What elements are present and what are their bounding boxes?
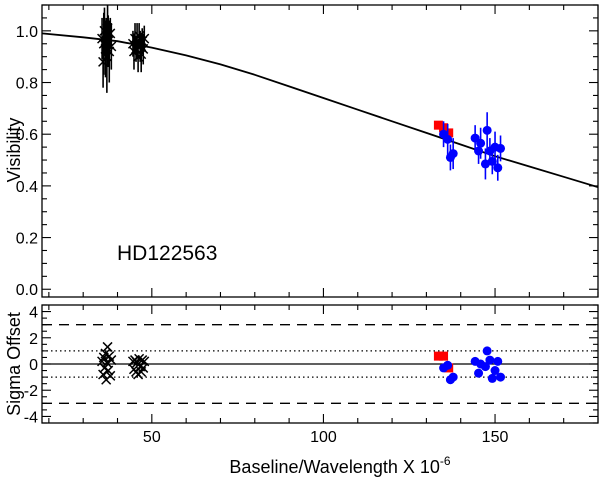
sigma-square-marker bbox=[433, 351, 443, 361]
sigma-offset-axis-title: Sigma Offset bbox=[4, 312, 24, 416]
sigma-cross-marker bbox=[101, 357, 112, 368]
visibility-y-tick-label: 0.8 bbox=[16, 76, 38, 93]
visibility-axis-title: Visibility bbox=[4, 118, 24, 183]
visibility-frame bbox=[41, 4, 599, 298]
star-name-annotation: HD122563 bbox=[117, 242, 217, 265]
sigma-y-tick-label: 0 bbox=[29, 357, 38, 374]
sigma-cross-marker bbox=[106, 355, 117, 366]
sigma-y-tick-label: -4 bbox=[24, 409, 38, 426]
sigma-x-tick-label: 50 bbox=[143, 429, 161, 446]
visibility-circle-marker bbox=[482, 125, 492, 135]
visibility-y-tick-label: 0.0 bbox=[16, 282, 38, 299]
visibility-circle-marker bbox=[476, 138, 486, 148]
visibility-square-marker bbox=[444, 128, 454, 138]
sigma-y-tick-label: 4 bbox=[29, 305, 38, 322]
visibility-circle-marker bbox=[480, 159, 490, 169]
x-axis-title: Baseline/Wavelength X 10-6 bbox=[229, 454, 450, 477]
sigma-circle-marker bbox=[482, 346, 492, 356]
sigma-offset-panel: -4 -2 0 2 4 50 100 150 bbox=[24, 304, 599, 446]
visibility-cross-marker bbox=[138, 43, 149, 54]
visibility-circle-marker bbox=[474, 146, 484, 156]
sigma-circle-marker bbox=[493, 356, 503, 366]
sigma-y-tick-label: 2 bbox=[29, 331, 38, 348]
sigma-cross-marker bbox=[139, 356, 150, 367]
sigma-cross-marker bbox=[103, 365, 114, 376]
visibility-y-tick-label: 0.4 bbox=[16, 179, 38, 196]
visibility-panel: 0.0 0.2 0.4 0.6 0.8 1.0 bbox=[16, 4, 599, 299]
sigma-square-marker bbox=[439, 351, 449, 361]
visibility-y-tick-label: 1.0 bbox=[16, 24, 38, 41]
sigma-circle-marker bbox=[487, 373, 497, 383]
sigma-circle-marker bbox=[485, 355, 495, 365]
x-axis-title-text: Baseline/Wavelength X 10 bbox=[229, 457, 439, 477]
sigma-circle-marker bbox=[443, 360, 453, 370]
sigma-x-tick-label: 100 bbox=[310, 429, 337, 446]
visibility-cross-marker bbox=[139, 33, 150, 44]
visibility-square-marker bbox=[433, 120, 443, 130]
sigma-x-tick-label: 150 bbox=[482, 429, 509, 446]
visibility-circle-marker bbox=[493, 163, 503, 173]
visibility-plot-area bbox=[42, 5, 598, 189]
sigma-circle-marker bbox=[448, 372, 458, 382]
sigma-circle-marker bbox=[474, 368, 484, 378]
visibility-cross-marker bbox=[105, 28, 116, 39]
sigma-cross-marker bbox=[105, 370, 116, 381]
visibility-circle-marker bbox=[448, 149, 458, 159]
sigma-y-tick-label: -2 bbox=[24, 383, 38, 400]
model-fit-curve bbox=[42, 32, 598, 189]
visibility-y-tick-label: 0.6 bbox=[16, 127, 38, 144]
x-axis-title-exponent: -6 bbox=[440, 454, 451, 468]
sigma-plot-area bbox=[42, 324, 598, 404]
sigma-circle-marker bbox=[496, 372, 506, 382]
visibility-cross-marker bbox=[104, 46, 115, 57]
visibility-circle-marker bbox=[443, 134, 453, 144]
visibility-y-tick-label: 0.2 bbox=[16, 231, 38, 248]
sigma-cross-marker bbox=[102, 341, 113, 352]
visibility-circle-marker bbox=[496, 143, 506, 153]
sigma-circle-marker bbox=[490, 366, 500, 376]
sigma-circle-marker bbox=[480, 362, 490, 372]
visibility-cross-marker bbox=[106, 41, 117, 52]
